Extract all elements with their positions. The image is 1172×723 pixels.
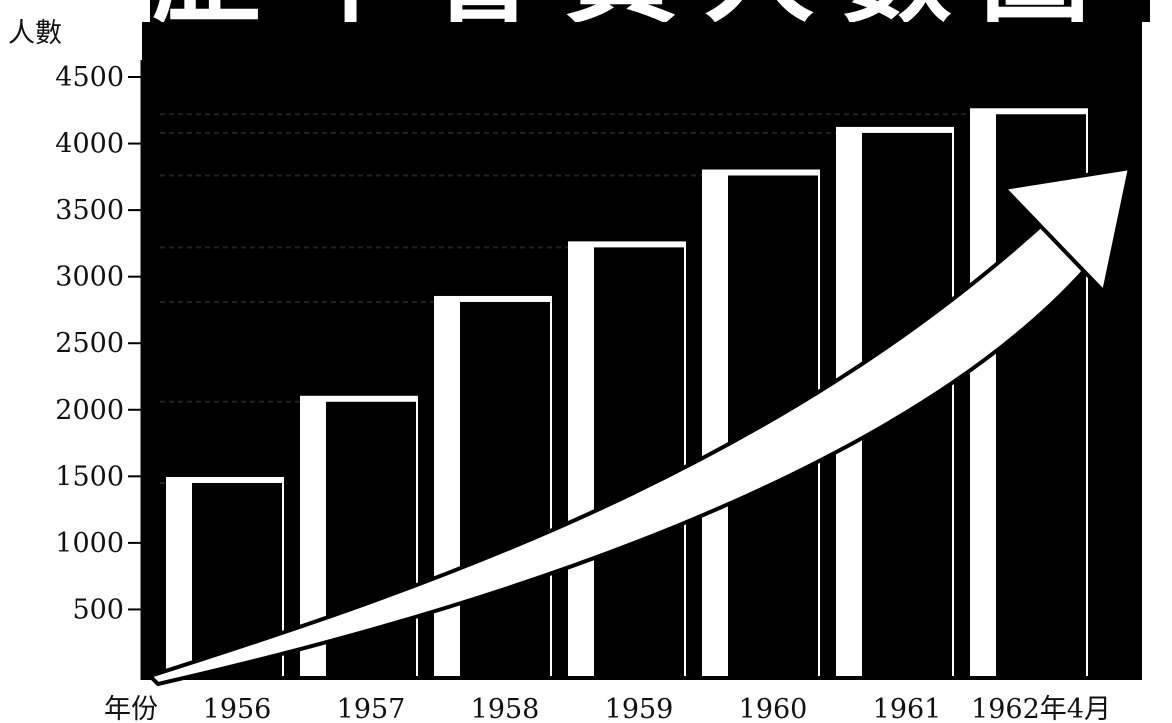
x-tick-label: 1956	[203, 694, 272, 723]
x-axis: 1956 1957 1958 1959 1960 1961 1962年4月	[203, 694, 1111, 723]
y-tick-label: 2000	[55, 395, 124, 426]
y-tick-label: 3500	[55, 195, 124, 226]
y-tick-label: 1000	[55, 528, 124, 559]
y-axis-title: 人數	[8, 18, 62, 49]
y-tick-label: 2500	[55, 328, 124, 359]
y-tick-label: 3000	[55, 262, 124, 293]
x-tick-label: 1957	[337, 694, 406, 723]
x-tick-label: 1958	[471, 694, 540, 723]
x-tick-label: 1962年4月	[971, 694, 1111, 723]
y-tick-label: 1500	[55, 461, 124, 492]
x-tick-label: 1959	[605, 694, 674, 723]
y-tick-label: 4500	[55, 62, 124, 93]
title-banner	[150, 0, 1150, 22]
x-tick-label: 1960	[739, 694, 808, 723]
y-tick-label: 500	[72, 594, 124, 625]
bar-1958	[460, 301, 550, 676]
y-axis: 500 1000 1500 2000 2500 3000 3500 4000 4500	[55, 60, 144, 680]
x-tick-label: 1961	[873, 694, 942, 723]
y-tick-label: 4000	[55, 129, 124, 160]
x-axis-title: 年份	[104, 694, 158, 723]
trend-arrow	[146, 165, 1133, 687]
bar-1959	[594, 247, 684, 677]
